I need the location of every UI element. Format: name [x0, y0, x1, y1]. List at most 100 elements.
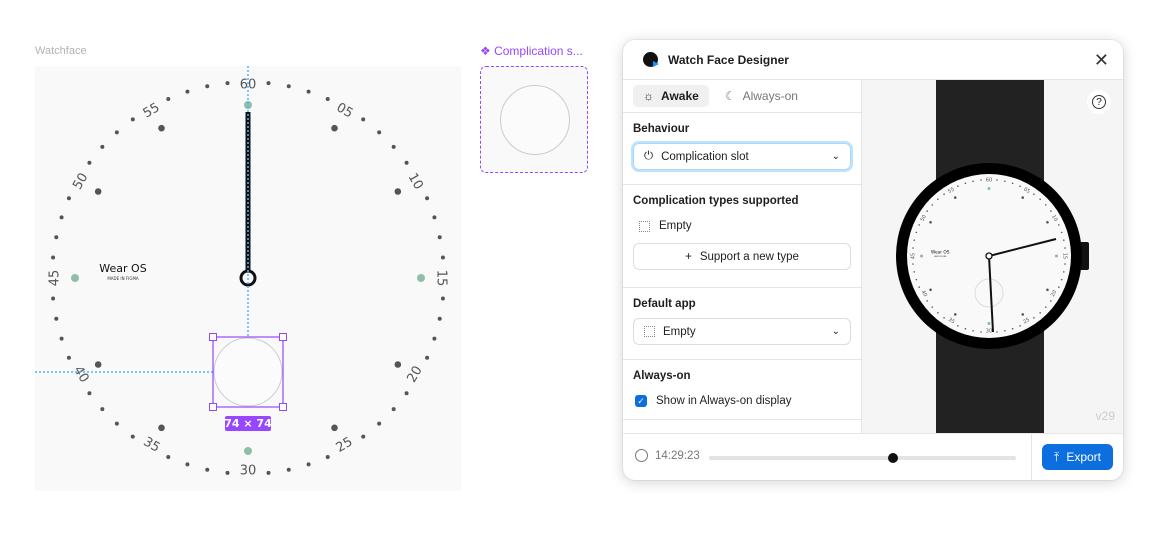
minute-dot	[1064, 263, 1066, 265]
minute-dot	[114, 130, 119, 135]
watchface-frame[interactable]: 60 05 10 15 20 25 30 35 40 45 50 55 Wear OS MADE IN F…	[35, 66, 461, 491]
minute-dot	[361, 117, 366, 122]
minute-dot	[185, 462, 190, 467]
hour-marker-accent	[244, 101, 252, 109]
minute-dot	[440, 255, 445, 260]
frame-label[interactable]: Watchface	[35, 45, 87, 57]
add-type-button[interactable]: + Support a new type	[633, 243, 851, 270]
resize-handle	[279, 403, 287, 411]
always-on-checkbox-row[interactable]: ✓ Show in Always-on display	[633, 390, 851, 412]
brand-text: Wear OS	[931, 250, 950, 256]
preview-complication	[974, 278, 1004, 308]
mode-tabs: ☼ Awake ☾ Always-on	[623, 80, 861, 113]
time-value: 14:29:23	[655, 449, 700, 462]
type-label: Empty	[659, 220, 692, 232]
minute-dot	[377, 421, 382, 426]
tab-always-on[interactable]: ☾ Always-on	[715, 85, 808, 107]
plus-icon: +	[685, 250, 692, 263]
upload-icon: ⤒	[1054, 449, 1060, 464]
hour-marker	[331, 424, 338, 432]
minute-dot	[87, 160, 92, 165]
dial-number: 20	[1050, 289, 1058, 298]
hour-marker-accent	[919, 254, 924, 258]
minute-dot	[918, 224, 920, 226]
size-badge-text: 74 × 74	[224, 417, 272, 430]
minute-dot	[1019, 185, 1021, 187]
minute-dot	[972, 180, 974, 183]
minute-dot	[130, 434, 135, 439]
minute-dot	[1045, 204, 1047, 206]
dial-number: 30	[986, 328, 992, 334]
dial-number: 50	[70, 171, 91, 193]
behaviour-value: Complication slot	[661, 150, 749, 163]
type-item: Empty	[633, 215, 851, 237]
minute-dot	[391, 407, 396, 412]
hour-marker	[94, 188, 102, 195]
minute-dot	[1062, 239, 1065, 241]
dial-number: 10	[405, 171, 426, 193]
minute-dot	[114, 421, 119, 426]
close-icon[interactable]: ✕	[1093, 50, 1109, 70]
hour-marker-accent	[417, 274, 425, 282]
default-app-section: Default app Empty ⌄	[623, 288, 861, 360]
minute-dot	[1033, 317, 1035, 319]
dial-number: 60	[240, 78, 257, 93]
minute-dot	[1045, 306, 1047, 308]
hour-marker	[158, 424, 165, 432]
minute-dot	[1050, 210, 1052, 212]
minute-dot	[266, 81, 271, 86]
dial-number: 05	[334, 100, 356, 121]
minute-dot	[325, 96, 330, 101]
minute-dot	[931, 204, 933, 206]
minute-dot	[432, 336, 437, 341]
hour-marker-accent	[1054, 254, 1059, 258]
dial-number: 45	[48, 270, 63, 287]
minute-dot	[306, 89, 311, 94]
tab-label: Awake	[661, 89, 699, 103]
minute-dot	[59, 215, 64, 220]
minute-dot	[440, 296, 445, 301]
export-button[interactable]: ⤒ Export	[1042, 444, 1113, 470]
hour-marker-accent	[987, 186, 991, 191]
slider-thumb[interactable]	[888, 453, 899, 463]
minute-dot	[943, 193, 945, 195]
minute-dot	[266, 470, 271, 475]
minute-dot	[915, 231, 918, 234]
tab-awake[interactable]: ☼ Awake	[633, 85, 709, 107]
types-section: Complication types supported Empty + Supp…	[623, 185, 861, 288]
minute-dot	[1033, 193, 1035, 195]
minute-dot	[425, 196, 430, 201]
dial-number: 20	[405, 364, 426, 386]
hour-marker	[1021, 313, 1025, 316]
complication-component[interactable]	[480, 66, 588, 173]
minute-dot	[437, 235, 442, 240]
settings-column: ☼ Awake ☾ Always-on Behaviour ⏻ Complicatio…	[623, 80, 862, 433]
chevron-down-icon: ⌄	[831, 151, 840, 162]
minute-dot	[1064, 247, 1066, 249]
minute-dot	[66, 196, 71, 201]
minute-dot	[926, 300, 928, 302]
help-button[interactable]: ?	[1087, 90, 1111, 114]
add-type-label: Support a new type	[699, 250, 799, 263]
chevron-down-icon: ⌄	[831, 326, 840, 337]
selection-box	[212, 336, 284, 408]
default-app-select[interactable]: Empty ⌄	[633, 318, 851, 345]
minute-dot	[996, 331, 998, 333]
preview-minute-hand	[988, 238, 1057, 257]
behaviour-select[interactable]: ⏻ Complication slot ⌄	[633, 143, 851, 170]
hour-marker	[394, 188, 402, 195]
minute-dot	[980, 331, 982, 333]
export-label: Export	[1066, 450, 1101, 464]
checkbox-checked[interactable]: ✓	[635, 395, 647, 407]
hour-marker	[1046, 220, 1049, 224]
component-label[interactable]: ❖ Complication s...	[480, 44, 583, 58]
time-slider[interactable]	[709, 453, 1016, 463]
minute-dot	[943, 317, 945, 319]
plugin-window: Watch Face Designer ✕ ☼ Awake ☾ Always-on …	[623, 40, 1123, 480]
checkbox-label: Show in Always-on display	[656, 395, 792, 407]
minute-dot	[166, 96, 171, 101]
minute-dot	[225, 470, 230, 475]
minute-dot	[54, 235, 59, 240]
